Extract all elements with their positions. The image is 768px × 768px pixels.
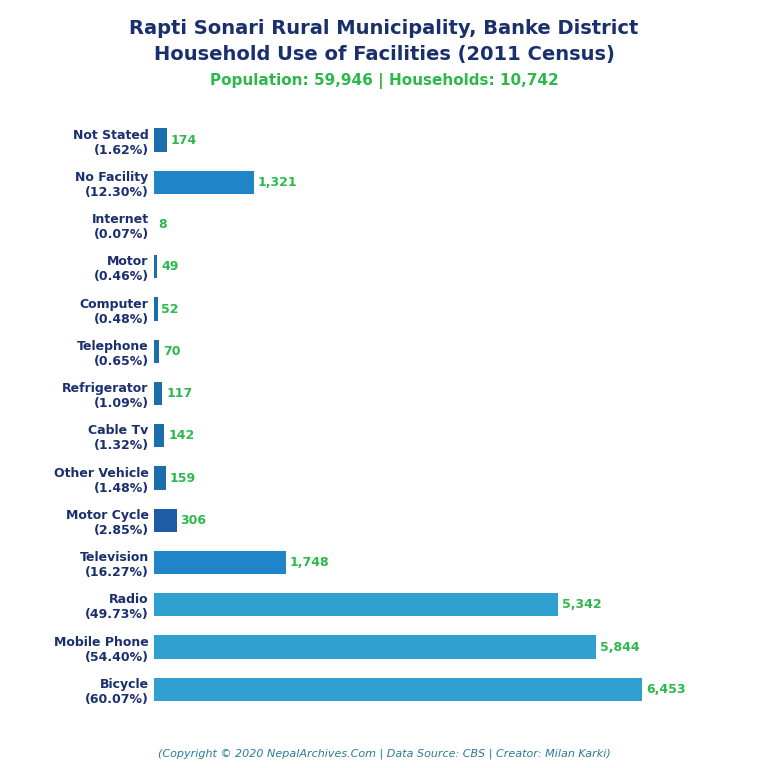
Bar — [154, 677, 643, 701]
Bar — [154, 508, 177, 532]
Bar — [154, 255, 157, 279]
Text: 159: 159 — [170, 472, 196, 485]
Bar — [154, 339, 159, 363]
Bar — [154, 424, 164, 448]
Text: 117: 117 — [166, 387, 193, 400]
Text: 5,844: 5,844 — [600, 641, 640, 654]
Text: 1,321: 1,321 — [257, 176, 297, 189]
Text: Population: 59,946 | Households: 10,742: Population: 59,946 | Households: 10,742 — [210, 73, 558, 89]
Text: Household Use of Facilities (2011 Census): Household Use of Facilities (2011 Census… — [154, 45, 614, 64]
Bar — [154, 593, 558, 617]
Text: Rapti Sonari Rural Municipality, Banke District: Rapti Sonari Rural Municipality, Banke D… — [129, 19, 639, 38]
Bar — [154, 170, 253, 194]
Text: 70: 70 — [163, 345, 180, 358]
Bar — [154, 466, 166, 490]
Text: 49: 49 — [161, 260, 178, 273]
Text: 5,342: 5,342 — [562, 598, 602, 611]
Text: 8: 8 — [158, 218, 167, 231]
Bar — [154, 551, 286, 574]
Bar — [154, 635, 597, 659]
Text: (Copyright © 2020 NepalArchives.Com | Data Source: CBS | Creator: Milan Karki): (Copyright © 2020 NepalArchives.Com | Da… — [157, 748, 611, 759]
Text: 174: 174 — [170, 134, 197, 147]
Text: 52: 52 — [161, 303, 179, 316]
Bar — [154, 297, 157, 321]
Text: 1,748: 1,748 — [290, 556, 329, 569]
Text: 142: 142 — [168, 429, 194, 442]
Bar — [154, 382, 163, 406]
Text: 306: 306 — [180, 514, 207, 527]
Bar — [154, 128, 167, 152]
Text: 6,453: 6,453 — [647, 683, 686, 696]
